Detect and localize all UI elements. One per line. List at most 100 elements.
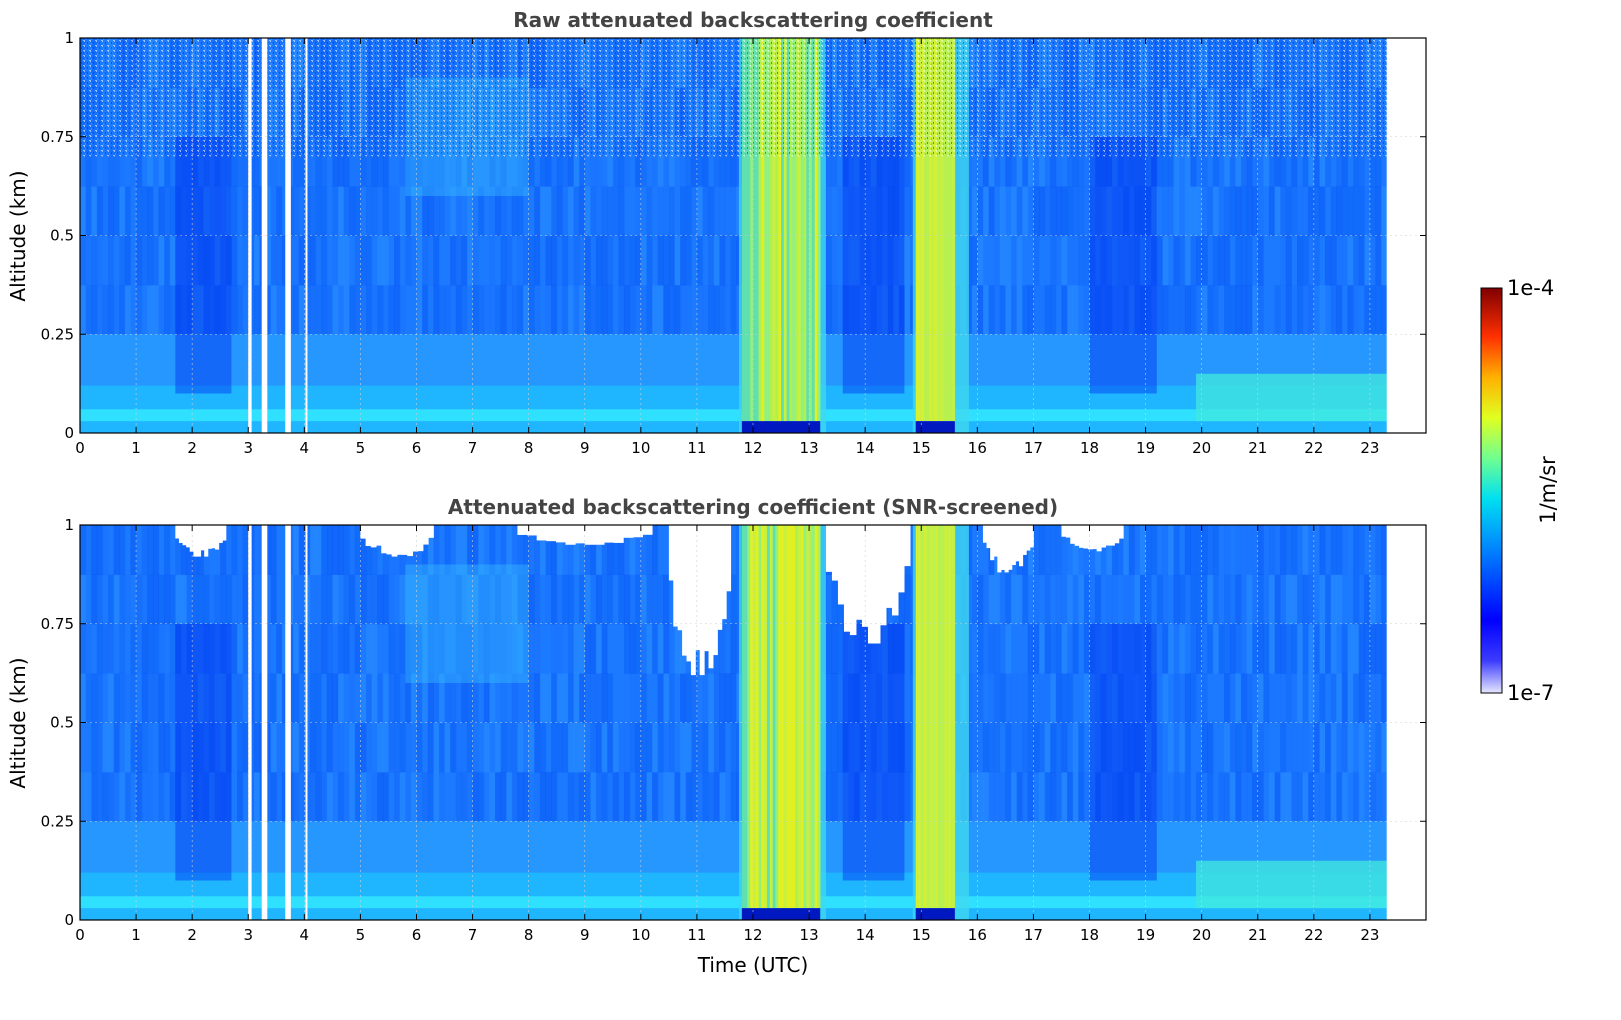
heatmap-cell <box>1246 186 1253 237</box>
precipitation-column <box>922 525 925 909</box>
heatmap-cell <box>276 771 283 822</box>
screened-region <box>555 525 567 543</box>
precipitation-column <box>950 525 953 909</box>
heatmap-cell <box>1044 673 1051 724</box>
heatmap-cell <box>624 136 631 187</box>
heatmap-cell <box>1184 284 1192 335</box>
heatmap-cell <box>1117 284 1124 335</box>
heatmap-cell <box>1010 673 1018 724</box>
heatmap-cell <box>1201 574 1208 625</box>
heatmap-cell <box>893 771 900 822</box>
heatmap-cell <box>1297 722 1304 773</box>
heatmap-cell <box>1190 673 1197 724</box>
heatmap-cell <box>831 574 838 625</box>
heatmap-cell <box>175 673 182 724</box>
heatmap-cell <box>1095 673 1102 724</box>
screened-region <box>843 525 851 632</box>
heatmap-cell <box>1089 722 1096 773</box>
heatmap-cell <box>831 235 838 286</box>
heatmap-cell <box>1207 186 1214 237</box>
heatmap-cell <box>1005 771 1012 822</box>
heatmap-cell <box>1297 235 1304 286</box>
heatmap-cell <box>343 673 350 724</box>
heatmap-cell <box>186 722 193 773</box>
heatmap-cell <box>1308 284 1315 335</box>
heatmap-cell <box>635 525 642 575</box>
heatmap-cell <box>624 623 631 674</box>
heatmap-cell <box>242 574 249 625</box>
heatmap-cell <box>624 722 631 773</box>
screened-region <box>904 525 911 567</box>
heatmap-cell <box>1010 235 1018 286</box>
heatmap-cell <box>1229 284 1236 335</box>
precipitation-column <box>800 525 804 909</box>
heatmap-cell <box>870 623 877 674</box>
heatmap-cell <box>719 722 726 773</box>
heatmap-cell <box>309 722 317 773</box>
heatmap-cell <box>108 623 115 674</box>
heatmap-cell <box>80 771 87 822</box>
heatmap-cell <box>450 284 457 335</box>
heatmap-cell <box>214 186 221 237</box>
heatmap-cell <box>999 623 1006 674</box>
heatmap-cell <box>702 186 709 237</box>
x-tick-label: 5 <box>356 926 366 944</box>
heatmap-cell <box>1151 771 1158 822</box>
heatmap-cell <box>1162 623 1169 674</box>
heatmap-cell <box>315 136 322 187</box>
heatmap-cell <box>343 623 350 674</box>
heatmap-cell <box>1095 136 1102 187</box>
heatmap-cell <box>573 186 580 237</box>
heatmap-cell <box>321 235 328 286</box>
heatmap-cell <box>1325 623 1332 674</box>
heatmap-cell <box>539 574 547 625</box>
heatmap-cell <box>1190 722 1197 773</box>
heatmap-cell <box>724 771 732 822</box>
heatmap-cell <box>1313 673 1321 724</box>
x-tick-label: 8 <box>524 439 534 457</box>
heatmap-cell <box>607 284 614 335</box>
heatmap-cell <box>444 284 451 335</box>
heatmap-cell <box>1139 673 1147 724</box>
heatmap-cell <box>478 235 485 286</box>
heatmap-cell <box>466 136 474 187</box>
heatmap-cell <box>595 525 603 575</box>
heatmap-cell <box>977 722 984 773</box>
heatmap-cell <box>169 186 176 237</box>
heatmap-cell <box>876 673 883 724</box>
heatmap-cell <box>214 284 221 335</box>
heatmap-cell <box>1212 771 1220 822</box>
precipitation-column <box>950 38 953 422</box>
heatmap-cell <box>1246 623 1253 674</box>
low-signal-plume <box>175 623 232 881</box>
heatmap-cell <box>309 673 317 724</box>
heatmap-cell <box>1358 623 1365 674</box>
heatmap-cell <box>1341 673 1349 724</box>
heatmap-cell <box>1347 722 1354 773</box>
heatmap-cell <box>242 623 249 674</box>
precipitation-column <box>928 38 931 422</box>
screened-region <box>717 525 723 630</box>
heatmap-cell <box>988 673 995 724</box>
heatmap-cell <box>270 673 277 724</box>
heatmap-cell <box>708 284 715 335</box>
heatmap-cell <box>1358 722 1365 773</box>
heatmap-cell <box>1319 186 1326 237</box>
heatmap-cell <box>982 235 990 286</box>
screened-region <box>1105 525 1111 546</box>
heatmap-cell <box>1358 574 1365 625</box>
heatmap-cell <box>702 136 709 187</box>
heatmap-cell <box>349 771 356 822</box>
x-tick-label: 6 <box>412 439 422 457</box>
heatmap-cell <box>192 623 199 674</box>
heatmap-cell <box>545 771 552 822</box>
precipitation-column <box>809 38 813 422</box>
heatmap-cell <box>1055 235 1063 286</box>
screened-region <box>1019 525 1024 567</box>
heatmap-cell <box>842 235 849 286</box>
heatmap-cell <box>1291 284 1298 335</box>
heatmap-cell <box>85 771 92 822</box>
heatmap-cell <box>966 722 973 773</box>
heatmap-cell <box>579 771 586 822</box>
heatmap-cell <box>180 284 188 335</box>
